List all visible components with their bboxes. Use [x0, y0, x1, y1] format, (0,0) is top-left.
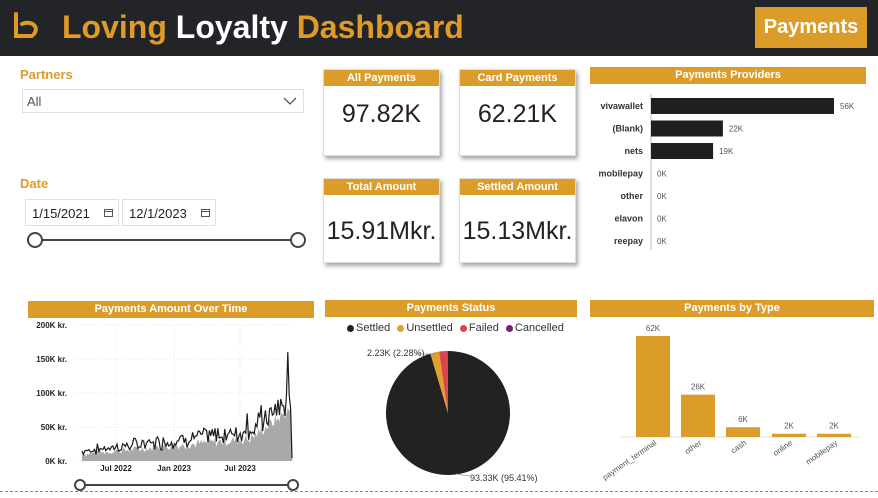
- time-range-start-handle[interactable]: [74, 479, 86, 491]
- type-value: 6K: [738, 415, 748, 424]
- settled-amount-card: Settled Amount 15.13Mkr.: [459, 178, 576, 263]
- y-tick-label: 100K kr.: [36, 389, 67, 398]
- all-payments-card: All Payments 97.82K: [323, 69, 440, 156]
- type-bar[interactable]: [636, 336, 670, 437]
- pie-label-unsettled: 2.23K (2.28%): [367, 348, 425, 358]
- provider-label: reepay: [614, 236, 643, 246]
- provider-label: other: [621, 191, 644, 201]
- date-label: Date: [20, 176, 49, 191]
- chevron-down-icon: [283, 97, 297, 105]
- page-divider: [0, 491, 878, 493]
- x-tick-label: Jul 2022: [100, 464, 132, 473]
- x-tick-label: Jul 2023: [224, 464, 256, 473]
- provider-label: mobilepay: [598, 169, 643, 179]
- providers-title: Payments Providers: [590, 67, 866, 84]
- provider-value: 0K: [657, 192, 667, 201]
- date-slider-end-handle[interactable]: [290, 232, 306, 248]
- card-title: All Payments: [324, 70, 439, 86]
- start-date-input[interactable]: 1/15/2021: [25, 199, 119, 226]
- provider-value: 56K: [840, 102, 855, 111]
- type-label: cash: [729, 438, 748, 455]
- header-bar: Loving Loyalty Dashboard Payments: [0, 0, 878, 56]
- pie-slice-unsettled[interactable]: [430, 351, 448, 413]
- provider-value: 0K: [657, 170, 667, 179]
- payments-button[interactable]: Payments: [755, 7, 867, 48]
- status-legend: Settled Unsettled Failed Cancelled: [347, 322, 568, 334]
- type-label: online: [771, 438, 794, 458]
- amount-line-series: [81, 352, 293, 459]
- legend-dot: [397, 324, 405, 332]
- by-type-title: Payments by Type: [590, 300, 874, 317]
- legend-dot: [459, 324, 467, 332]
- provider-value: 0K: [657, 237, 667, 246]
- calendar-icon[interactable]: [104, 208, 113, 217]
- partners-label: Partners: [20, 67, 73, 82]
- end-date-value: 12/1/2023: [129, 206, 187, 221]
- type-bar[interactable]: [726, 427, 760, 437]
- pie-label-settled: 93.33K (95.41%): [470, 473, 538, 483]
- y-tick-label: 150K kr.: [36, 355, 67, 364]
- loyalty-logo-icon: [14, 12, 38, 38]
- dashboard-title: Loving Loyalty Dashboard: [62, 9, 464, 45]
- y-tick-label: 0K kr.: [45, 457, 67, 466]
- card-value: 97.82K: [341, 100, 422, 128]
- date-slider-track[interactable]: [34, 239, 298, 241]
- by-type-chart: 62K payment_terminal 26K other 6K cash 2K onlin…: [601, 324, 860, 482]
- partners-dropdown[interactable]: All: [22, 89, 304, 113]
- time-range-slider-track[interactable]: [80, 484, 293, 486]
- provider-label: elavon: [614, 214, 643, 224]
- provider-bar[interactable]: [651, 98, 834, 114]
- card-title: Settled Amount: [460, 179, 575, 195]
- provider-value: 22K: [729, 125, 744, 134]
- status-title: Payments Status: [325, 300, 577, 317]
- start-date-value: 1/15/2021: [32, 206, 90, 221]
- provider-bar[interactable]: [651, 143, 714, 159]
- provider-label: nets: [624, 146, 643, 156]
- card-title: Card Payments: [460, 70, 575, 86]
- status-pie-chart: [386, 351, 510, 477]
- legend-failed: Failed: [459, 322, 499, 334]
- type-value: 62K: [646, 324, 661, 333]
- y-tick-label: 200K kr.: [36, 321, 67, 330]
- end-date-input[interactable]: 12/1/2023: [122, 199, 216, 226]
- type-value: 2K: [829, 422, 839, 431]
- type-label: mobilepay: [804, 438, 839, 466]
- type-bar[interactable]: [817, 433, 851, 437]
- legend-dot: [347, 324, 354, 332]
- provider-value: 19K: [719, 147, 734, 156]
- date-slider-start-handle[interactable]: [27, 232, 43, 248]
- provider-value: 0K: [657, 215, 667, 224]
- partners-value: All: [27, 94, 42, 109]
- legend-unsettled: Unsettled: [397, 322, 453, 334]
- amount-over-time-chart: 200K kr. 150K kr. 100K kr. 50K kr. 0K kr. Jul…: [36, 321, 296, 473]
- card-value: 62.21K: [477, 100, 558, 128]
- type-label: other: [683, 438, 703, 456]
- type-bar[interactable]: [772, 433, 806, 437]
- card-value: 15.91Mkr.: [326, 217, 437, 245]
- legend-dot: [505, 324, 513, 332]
- amount-area-series: [82, 407, 292, 461]
- provider-bar[interactable]: [651, 120, 723, 137]
- providers-chart: vivawallet 56K (Blank) 22K nets 19K mobilepay 0…: [598, 94, 855, 250]
- type-value: 2K: [784, 422, 794, 431]
- legend-cancelled: Cancelled: [505, 322, 564, 334]
- amount-over-time-title: Payments Amount Over Time: [28, 301, 314, 318]
- legend-settled: Settled: [347, 322, 390, 334]
- type-value: 26K: [691, 383, 706, 392]
- x-tick-label: Jan 2023: [157, 464, 191, 473]
- type-label: payment_terminal: [601, 438, 658, 482]
- pie-slice-failed[interactable]: [439, 351, 448, 413]
- pie-leader-line: [455, 473, 471, 477]
- calendar-icon[interactable]: [201, 208, 210, 217]
- type-bar[interactable]: [681, 394, 715, 437]
- y-tick-label: 50K kr.: [41, 423, 67, 432]
- card-value: 15.13Mkr.: [462, 217, 573, 245]
- card-title: Total Amount: [324, 179, 439, 195]
- card-payments-card: Card Payments 62.21K: [459, 69, 576, 156]
- provider-label: (Blank): [612, 124, 643, 134]
- total-amount-card: Total Amount 15.91Mkr.: [323, 178, 440, 263]
- time-range-end-handle[interactable]: [287, 479, 299, 491]
- provider-label: vivawallet: [600, 101, 643, 111]
